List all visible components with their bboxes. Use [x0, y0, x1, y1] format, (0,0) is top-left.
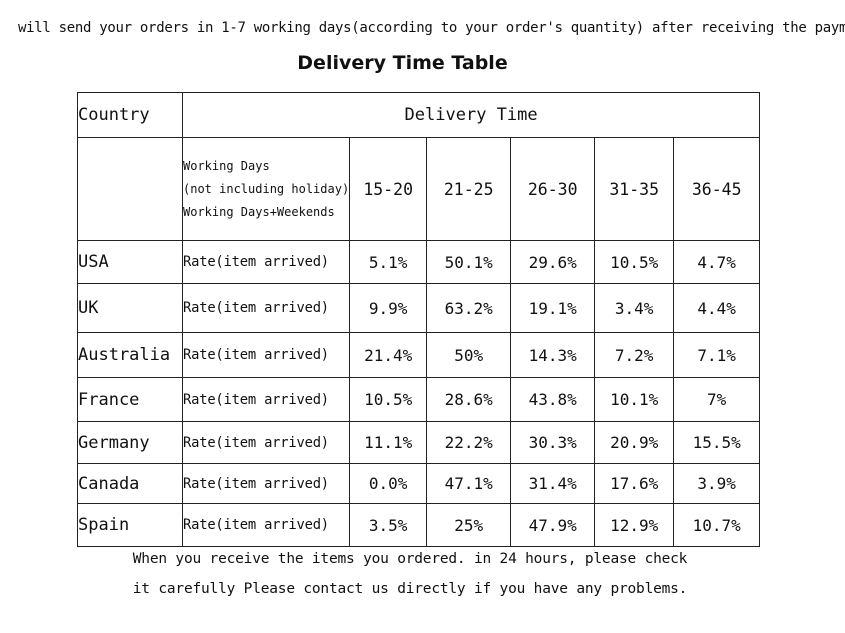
rate-value: 7.1% — [673, 332, 761, 378]
rate-value: 7.2% — [594, 332, 675, 378]
rate-label: Rate(item arrived) — [181, 463, 351, 504]
delivery-time-table: Country Delivery Time Working Days (not … — [77, 92, 761, 547]
shipping-notice: will send your orders in 1-7 working day… — [18, 20, 845, 36]
rate-value: 10.5% — [349, 377, 428, 422]
rate-label: Rate(item arrived) — [181, 503, 351, 547]
range-21-25: 21-25 — [426, 137, 512, 241]
rate-value: 11.1% — [349, 421, 428, 464]
rate-value: 10.1% — [594, 377, 675, 422]
rate-value: 12.9% — [594, 503, 675, 547]
rate-value: 9.9% — [349, 283, 428, 333]
table-row: Australia Rate(item arrived) 21.4% 50% 1… — [77, 332, 761, 378]
rate-value: 3.4% — [594, 283, 675, 333]
country-canada: Canada — [77, 463, 183, 504]
rate-value: 21.4% — [349, 332, 428, 378]
table-row: France Rate(item arrived) 10.5% 28.6% 43… — [77, 377, 761, 422]
rate-value: 43.8% — [510, 377, 596, 422]
table-row: UK Rate(item arrived) 9.9% 63.2% 19.1% 3… — [77, 283, 761, 333]
header-row: Country Delivery Time — [77, 92, 761, 138]
footer-note-line-1: When you receive the items you ordered. … — [132, 551, 688, 567]
country-australia: Australia — [77, 332, 183, 378]
rate-label: Rate(item arrived) — [181, 283, 351, 333]
rate-label: Rate(item arrived) — [181, 421, 351, 464]
rate-value: 20.9% — [594, 421, 675, 464]
rate-value: 4.7% — [673, 240, 761, 284]
range-26-30: 26-30 — [510, 137, 596, 241]
rate-value: 10.7% — [673, 503, 761, 547]
table-title: Delivery Time Table — [297, 52, 508, 74]
working-days-cell: Working Days (not including holiday) Wor… — [181, 137, 351, 241]
rate-value: 5.1% — [349, 240, 428, 284]
weekends-line: Working Days+Weekends — [183, 204, 335, 219]
country-germany: Germany — [77, 421, 183, 464]
range-31-35: 31-35 — [594, 137, 675, 241]
country-header: Country — [77, 92, 183, 138]
delivery-time-header: Delivery Time — [181, 92, 761, 138]
rate-value: 3.5% — [349, 503, 428, 547]
country-spain: Spain — [77, 503, 183, 547]
rate-value: 22.2% — [426, 421, 512, 464]
table-row: USA Rate(item arrived) 5.1% 50.1% 29.6% … — [77, 240, 761, 284]
rate-value: 4.4% — [673, 283, 761, 333]
rate-label: Rate(item arrived) — [181, 240, 351, 284]
country-france: France — [77, 377, 183, 422]
rate-value: 3.9% — [673, 463, 761, 504]
rate-value: 31.4% — [510, 463, 596, 504]
rate-value: 17.6% — [594, 463, 675, 504]
rate-value: 50.1% — [426, 240, 512, 284]
rate-value: 30.3% — [510, 421, 596, 464]
rate-value: 29.6% — [510, 240, 596, 284]
table-row: Germany Rate(item arrived) 11.1% 22.2% 3… — [77, 421, 761, 464]
holiday-note-line: (not including holiday) — [183, 181, 350, 196]
empty-cell — [77, 137, 183, 241]
rate-value: 10.5% — [594, 240, 675, 284]
rate-value: 7% — [673, 377, 761, 422]
rate-value: 47.1% — [426, 463, 512, 504]
footer-note-line-2: it carefully Please contact us directly … — [132, 581, 688, 597]
range-15-20: 15-20 — [349, 137, 428, 241]
rate-value: 63.2% — [426, 283, 512, 333]
rate-value: 47.9% — [510, 503, 596, 547]
range-36-45: 36-45 — [673, 137, 761, 241]
rate-value: 0.0% — [349, 463, 428, 504]
rate-value: 50% — [426, 332, 512, 378]
rate-label: Rate(item arrived) — [181, 332, 351, 378]
rate-label: Rate(item arrived) — [181, 377, 351, 422]
country-usa: USA — [77, 240, 183, 284]
rate-value: 15.5% — [673, 421, 761, 464]
table-row: Spain Rate(item arrived) 3.5% 25% 47.9% … — [77, 503, 761, 547]
rate-value: 19.1% — [510, 283, 596, 333]
rate-value: 25% — [426, 503, 512, 547]
country-uk: UK — [77, 283, 183, 333]
table-row: Canada Rate(item arrived) 0.0% 47.1% 31.… — [77, 463, 761, 504]
working-days-line: Working Days — [183, 158, 270, 173]
rate-value: 28.6% — [426, 377, 512, 422]
rate-value: 14.3% — [510, 332, 596, 378]
range-row: Working Days (not including holiday) Wor… — [77, 137, 761, 241]
